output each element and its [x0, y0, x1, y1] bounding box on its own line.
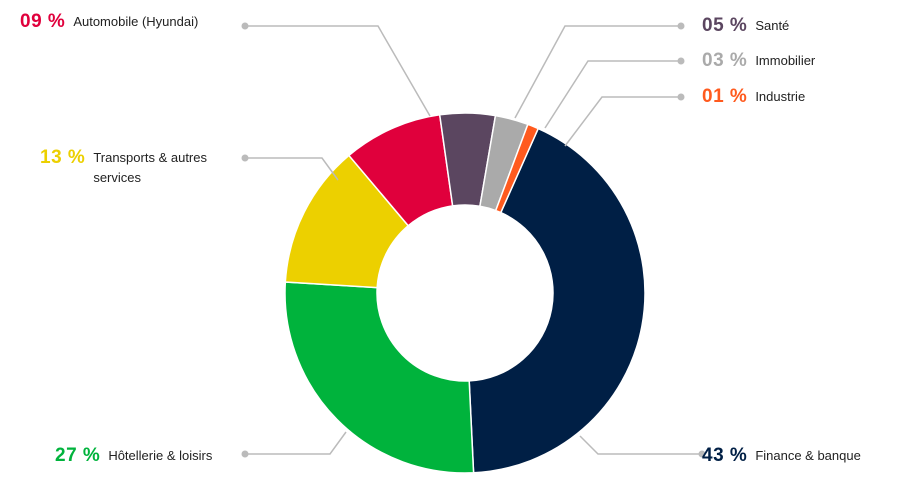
- category-label-immobilier: Immobilier: [755, 53, 816, 68]
- leader-dot-immobilier: [677, 57, 685, 65]
- category-label-line: Santé: [755, 18, 789, 33]
- value-label-transports-autres-services: 13 %: [40, 147, 85, 168]
- value-label-industrie: 01 %: [702, 86, 747, 107]
- value-label-hotellerie-loisirs: 27 %: [55, 445, 100, 466]
- leader-line-immobilier: [544, 60, 681, 129]
- category-label-line: Finance & banque: [755, 448, 861, 463]
- leader-line-hotellerie-loisirs: [245, 431, 347, 455]
- leader-dot-industrie: [677, 93, 685, 101]
- category-label-line: services: [93, 170, 141, 185]
- category-label-sante: Santé: [755, 18, 789, 33]
- leader-dot-finance-banque: [698, 450, 706, 458]
- category-label-hotellerie-loisirs: Hôtellerie & loisirs: [108, 448, 213, 463]
- value-label-finance-banque: 43 %: [702, 445, 747, 466]
- leader-line-industrie: [564, 96, 681, 147]
- leader-dot-hotellerie-loisirs: [241, 450, 249, 458]
- donut-slices: [284, 112, 646, 474]
- value-label-immobilier: 03 %: [702, 50, 747, 71]
- value-label-automobile-hyundai: 09 %: [20, 11, 65, 32]
- leader-line-automobile-hyundai: [245, 25, 431, 117]
- slice-finance-banque: [468, 127, 646, 474]
- leader-line-transports-autres-services: [245, 157, 339, 181]
- category-label-industrie: Industrie: [755, 89, 805, 104]
- category-label-finance-banque: Finance & banque: [755, 448, 861, 463]
- category-label-line: Transports & autres: [93, 150, 207, 165]
- value-label-sante: 05 %: [702, 15, 747, 36]
- category-label-automobile-hyundai: Automobile (Hyundai): [73, 14, 198, 29]
- category-label-line: Immobilier: [755, 53, 816, 68]
- category-label-line: Hôtellerie & loisirs: [108, 448, 213, 463]
- leader-dot-sante: [677, 22, 685, 30]
- leader-line-finance-banque: [579, 435, 702, 455]
- category-label-line: Automobile (Hyundai): [73, 14, 198, 29]
- slice-hotellerie-loisirs: [284, 281, 475, 474]
- slice-industrie: [494, 123, 540, 214]
- leader-lines: [241, 22, 706, 458]
- category-label-transports-autres-services: Transports & autres services: [93, 150, 207, 185]
- leader-dot-automobile-hyundai: [241, 22, 249, 30]
- leader-line-sante: [514, 25, 681, 119]
- leader-dot-transports-autres-services: [241, 154, 249, 162]
- category-label-line: Industrie: [755, 89, 805, 104]
- callout-labels: 43 % Finance & banque 27 % Hôtellerie & loi…: [20, 11, 861, 466]
